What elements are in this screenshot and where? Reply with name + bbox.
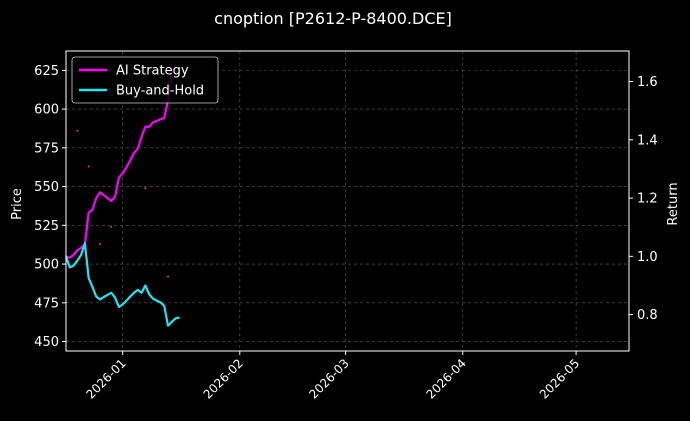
y2-tick-label: 0.8	[637, 308, 658, 323]
plot-frame	[65, 50, 630, 352]
legend-label: AI Strategy	[116, 64, 189, 79]
signal-marker	[110, 225, 113, 228]
series-line-buy-and-hold	[64, 242, 180, 327]
signal-markers	[76, 129, 170, 278]
signal-marker	[144, 187, 147, 190]
grid	[66, 51, 629, 351]
y-tick-label: 500	[34, 258, 59, 273]
y-tick-label: 625	[34, 64, 59, 79]
y-tick-label: 475	[34, 296, 59, 311]
legend-label: Buy-and-Hold	[116, 84, 204, 99]
y-tick-label: 525	[34, 219, 59, 234]
y-tick-label: 600	[34, 103, 59, 118]
legend-box	[71, 56, 219, 104]
signal-marker	[76, 129, 79, 132]
legend: AI Strategy Buy-and-Hold	[71, 56, 219, 104]
signal-marker	[87, 165, 90, 168]
y-tick-label: 550	[34, 180, 59, 195]
y2-tick-label: 1.2	[637, 192, 658, 207]
signal-marker	[167, 275, 170, 278]
series-line-ai-strategy	[65, 66, 177, 259]
chart-title: cnoption [P2612-P-8400.DCE]	[214, 9, 452, 28]
y-tick-label: 575	[34, 141, 59, 156]
y-axis-label: Price	[10, 188, 25, 220]
y2-tick-label: 1.6	[637, 75, 658, 90]
y2-tick-label: 1.4	[637, 133, 658, 148]
y2-tick-label: 1.0	[637, 250, 658, 265]
series-layer	[64, 66, 180, 327]
signal-marker	[99, 242, 102, 245]
y2-axis-label: Return	[666, 182, 681, 225]
y-tick-label: 450	[34, 335, 59, 350]
